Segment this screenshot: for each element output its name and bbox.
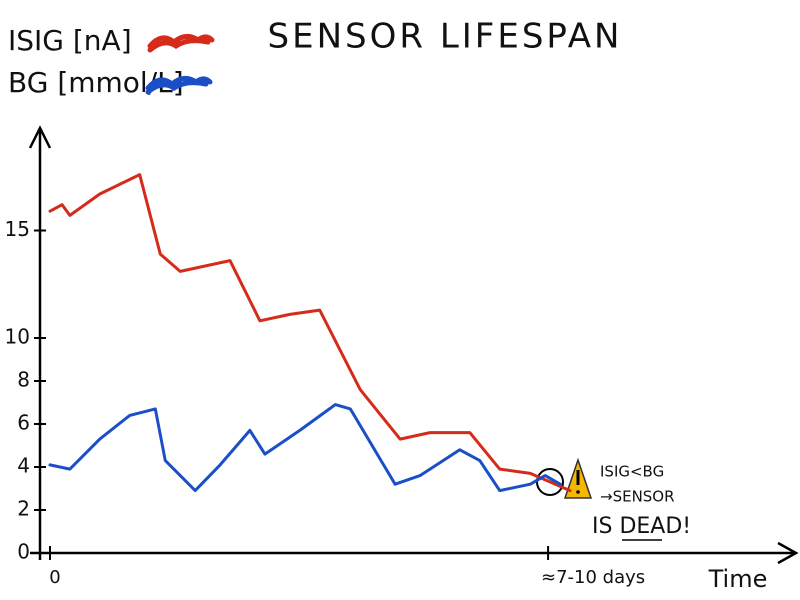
y-tick-label: 10 xyxy=(5,325,30,349)
x-tick-label: 0 xyxy=(49,567,60,588)
y-axis-arrow xyxy=(28,125,52,149)
y-tick-label: 4 xyxy=(17,454,30,478)
y-tick-label: 15 xyxy=(5,217,30,241)
annotation: ISIG<BG xyxy=(600,463,664,481)
legend-label: ISIG [nA] xyxy=(8,24,132,57)
series-line xyxy=(48,403,562,493)
annotation: →SENSOR xyxy=(600,488,675,506)
warning-dot xyxy=(576,490,580,494)
x-axis-arrow xyxy=(777,541,799,565)
chart-title: SENSOR LIFESPAN xyxy=(268,17,623,57)
legend-swatch xyxy=(147,34,215,53)
x-axis-label: Time xyxy=(708,565,768,593)
series-line xyxy=(48,173,572,493)
y-tick-label: 8 xyxy=(17,368,30,392)
x-tick-label: ≈7-10 days xyxy=(541,567,645,588)
annotation: IS DEAD! xyxy=(592,514,691,539)
y-tick-label: 2 xyxy=(17,497,30,521)
y-tick-label: 6 xyxy=(17,411,30,435)
y-tick-label: 0 xyxy=(17,540,30,564)
legend-swatch xyxy=(145,76,213,95)
